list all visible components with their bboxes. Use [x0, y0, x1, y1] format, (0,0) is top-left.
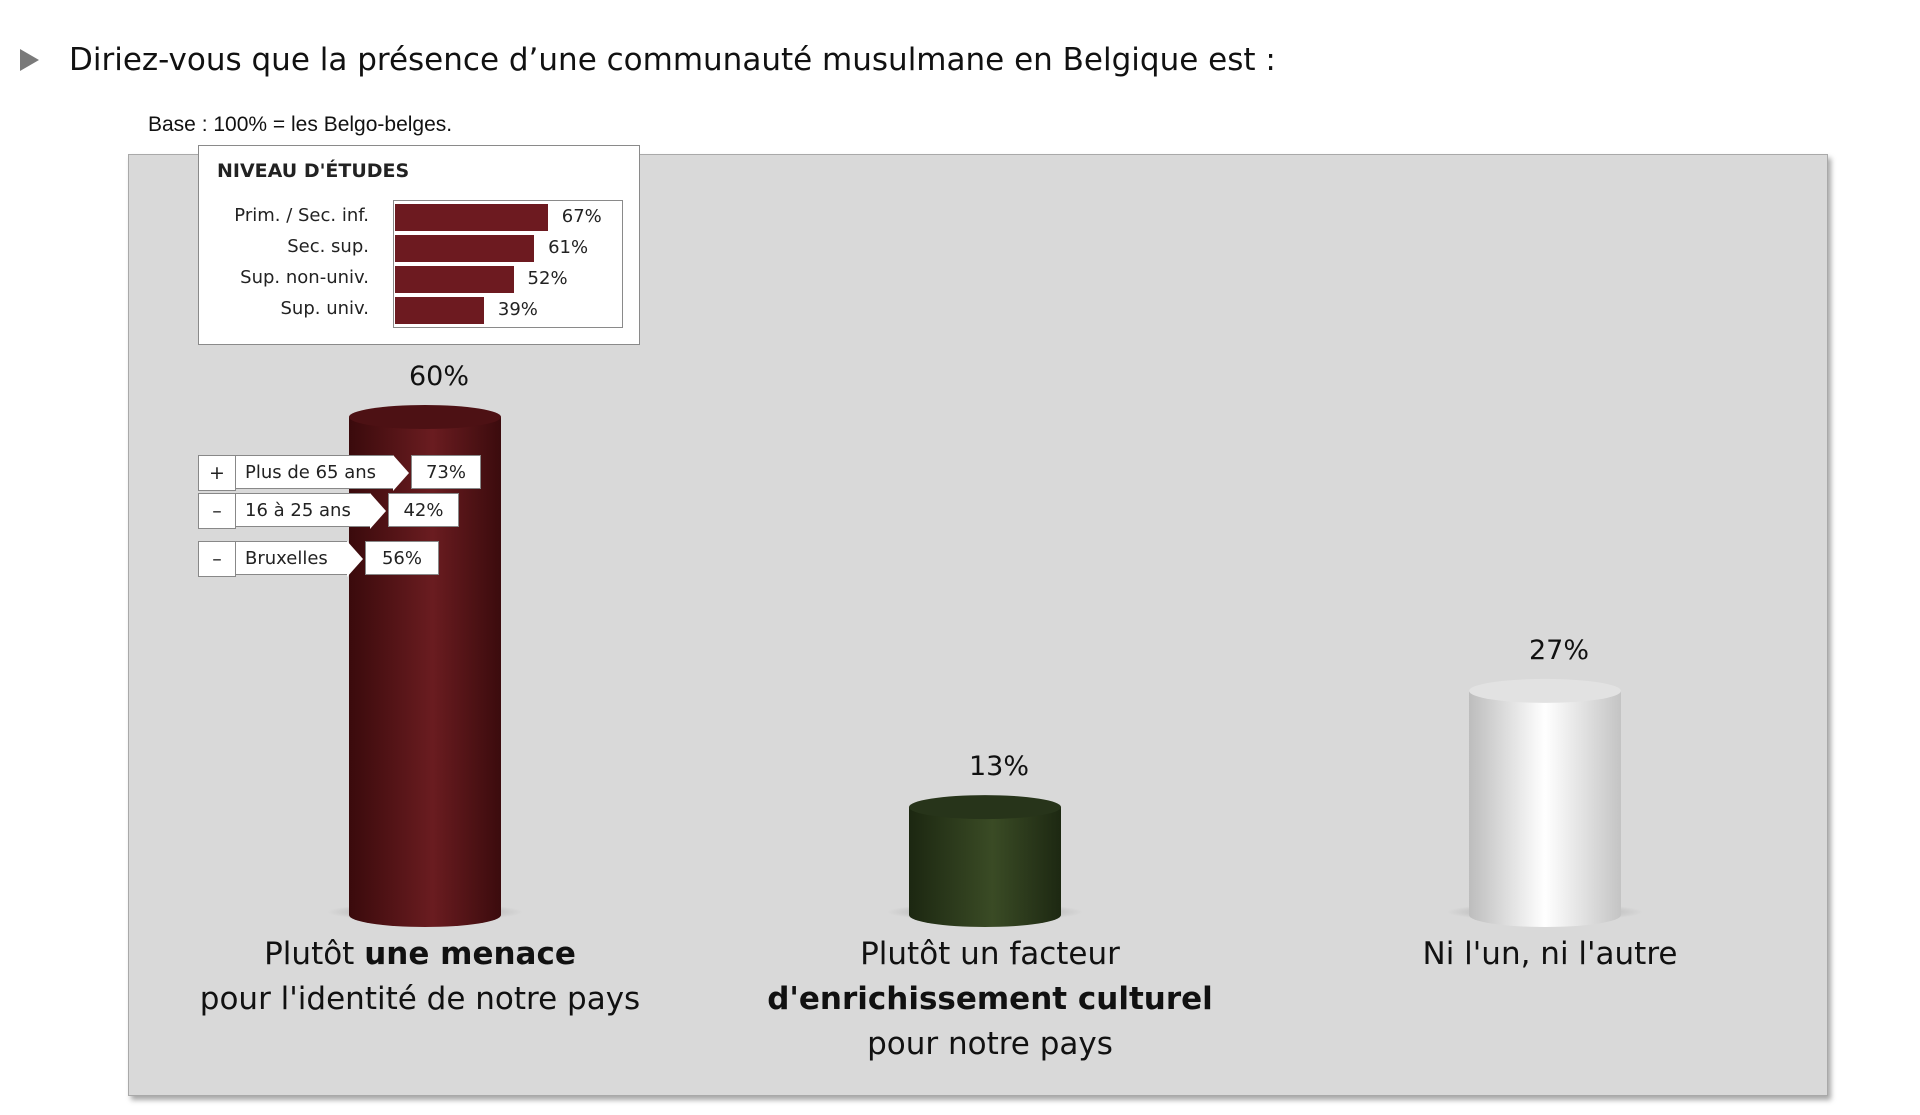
education-bar [395, 266, 514, 293]
base-note: Base : 100% = les Belgo-belges. [148, 113, 453, 136]
education-row-label: Prim. / Sec. inf. [234, 205, 369, 226]
minus-sign-icon: – [198, 541, 236, 577]
category-label-ni-lun-ni-lautre: Ni l'un, ni l'autre [1422, 936, 1678, 972]
bar-2 [887, 795, 1083, 927]
education-row-value: 52% [527, 268, 568, 289]
education-bar [395, 204, 548, 231]
callout-label: Bruxelles [235, 541, 347, 575]
education-row: Sup. univ. 39% [199, 296, 639, 324]
education-row-label: Sup. univ. [280, 298, 370, 319]
education-row-label: Sec. sup. [287, 236, 369, 257]
education-bar [395, 235, 535, 262]
callout-label: Plus de 65 ans [235, 455, 393, 489]
triangle-bullet-icon [20, 49, 39, 71]
education-row-value: 61% [548, 237, 589, 258]
callout-value: 42% [388, 493, 459, 527]
question-heading: Diriez-vous que la présence d’une commun… [20, 40, 1276, 80]
education-row: Prim. / Sec. inf. 67% [199, 203, 639, 231]
education-bar [395, 297, 484, 324]
education-row-value: 67% [561, 206, 602, 227]
education-row: Sup. non-univ. 52% [199, 265, 639, 293]
callout-value: 73% [411, 455, 481, 489]
education-row: Sec. sup. 61% [199, 234, 639, 262]
bar-3 [1447, 678, 1643, 927]
education-inset: NIVEAU D'ÉTUDES Prim. / Sec. inf. 67% Se… [198, 145, 640, 345]
education-title: NIVEAU D'ÉTUDES [217, 160, 410, 182]
education-row-label: Sup. non-univ. [240, 267, 369, 288]
bar-value-label: 60% [409, 361, 469, 392]
category-label-menace: Plutôt une menace pour l'identité de not… [199, 936, 641, 1017]
plus-sign-icon: + [198, 455, 236, 491]
bar-value-label: 13% [969, 751, 1029, 782]
bar-value-label: 27% [1529, 635, 1589, 666]
question-text: Diriez-vous que la présence d’une commun… [69, 42, 1276, 78]
callout-value: 56% [365, 541, 439, 575]
education-row-value: 39% [497, 299, 538, 320]
category-label-enrichissement: Plutôt un facteur d'enrichissement cultu… [767, 936, 1213, 1062]
callout-label: 16 à 25 ans [235, 493, 370, 527]
minus-sign-icon: – [198, 493, 236, 529]
